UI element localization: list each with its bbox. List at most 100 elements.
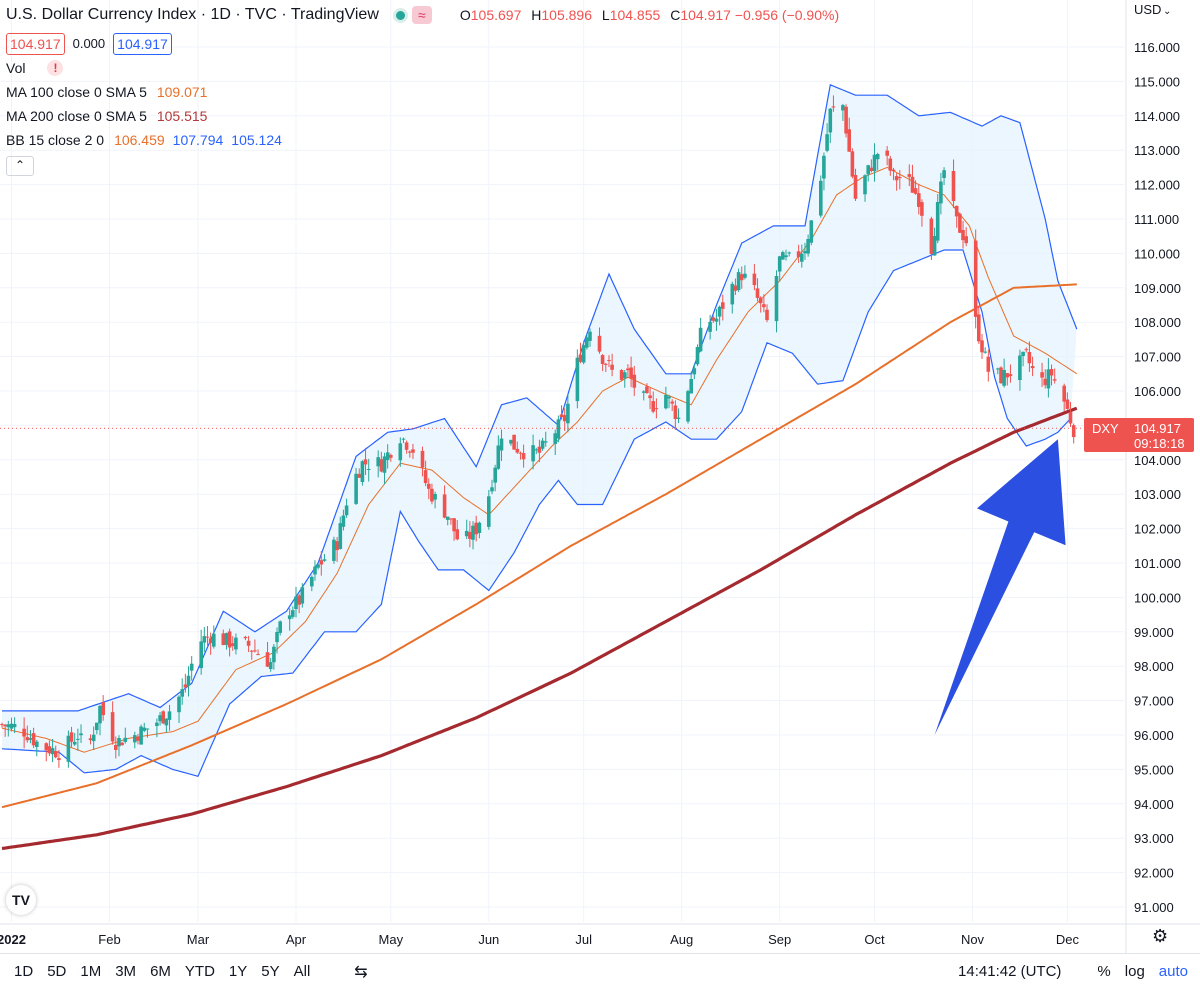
candle bbox=[509, 439, 513, 446]
indicator-ma100[interactable]: MA 100 close 0 SMA 5 109.071 bbox=[6, 80, 839, 104]
candle bbox=[645, 383, 649, 394]
auto-scale-toggle[interactable]: auto bbox=[1158, 963, 1188, 980]
candle bbox=[455, 520, 459, 541]
candle bbox=[654, 398, 659, 419]
candle bbox=[297, 593, 301, 614]
range-button-3m[interactable]: 3M bbox=[115, 963, 137, 980]
candle bbox=[158, 711, 162, 726]
candle bbox=[721, 294, 725, 321]
range-button-5y[interactable]: 5Y bbox=[261, 963, 280, 980]
candle bbox=[913, 180, 918, 195]
bollinger-lower-line bbox=[1, 249, 1071, 778]
range-button-5d[interactable]: 5D bbox=[47, 963, 67, 980]
date-range-icon[interactable]: ⇆ bbox=[354, 963, 368, 981]
price-tick-label: 112.000 bbox=[1134, 178, 1180, 193]
time-tick-label: Jul bbox=[575, 932, 592, 947]
candle bbox=[986, 349, 991, 382]
time-tick-label: 2022 bbox=[0, 932, 26, 947]
price-tick-label: 104.000 bbox=[1134, 453, 1181, 468]
indicator-ma200[interactable]: MA 200 close 0 SMA 5 105.515 bbox=[6, 104, 839, 128]
candle bbox=[777, 255, 782, 282]
candle bbox=[515, 441, 520, 454]
market-open-status-icon[interactable] bbox=[392, 7, 408, 23]
candle bbox=[632, 365, 637, 397]
candle bbox=[781, 250, 785, 260]
candle bbox=[651, 391, 655, 414]
candle bbox=[758, 296, 763, 313]
candle bbox=[234, 633, 238, 655]
candle bbox=[534, 447, 539, 455]
candle bbox=[578, 342, 583, 364]
range-button-6m[interactable]: 6M bbox=[150, 963, 171, 980]
collapse-legend-button[interactable]: ⌃ bbox=[6, 156, 34, 176]
candle bbox=[379, 451, 384, 473]
annotation-arrow[interactable] bbox=[934, 439, 1066, 735]
bar-countdown: 09:18:18 bbox=[1134, 436, 1185, 451]
candle bbox=[983, 347, 987, 354]
candle bbox=[164, 718, 169, 733]
candle bbox=[22, 717, 26, 749]
candle bbox=[676, 408, 681, 424]
time-tick-label: Mar bbox=[187, 932, 210, 947]
candle bbox=[588, 328, 592, 347]
candle bbox=[420, 446, 425, 477]
candles bbox=[0, 95, 1076, 768]
candle bbox=[939, 172, 943, 215]
indicator-bb[interactable]: BB 15 close 2 0 106.459 107.794 105.124 bbox=[6, 128, 839, 152]
currency-label[interactable]: USD bbox=[1134, 2, 1161, 17]
bottom-toolbar: 1D 5D 1M 3M 6M YTD 1Y 5Y All ⇆ 14:41:42 (UTC) % … bbox=[0, 953, 1200, 989]
candle bbox=[806, 234, 810, 257]
price-tick-label: 106.000 bbox=[1134, 384, 1181, 399]
log-scale-toggle[interactable]: log bbox=[1124, 963, 1145, 980]
range-button-1y[interactable]: 1Y bbox=[228, 963, 248, 980]
percent-scale-toggle[interactable]: % bbox=[1097, 963, 1111, 980]
sell-price-button[interactable]: 104.917 bbox=[6, 33, 65, 55]
candle bbox=[3, 723, 7, 737]
range-button-ytd[interactable]: YTD bbox=[184, 963, 215, 980]
candle bbox=[95, 722, 99, 735]
price-tick-label: 91.000 bbox=[1134, 900, 1174, 915]
candle bbox=[623, 369, 627, 388]
candle bbox=[958, 212, 962, 234]
candle bbox=[566, 393, 570, 433]
price-tick-label: 101.000 bbox=[1134, 556, 1181, 571]
candle bbox=[717, 305, 722, 326]
candle bbox=[999, 366, 1003, 384]
candle bbox=[1040, 362, 1044, 387]
candle bbox=[648, 387, 652, 410]
candle bbox=[841, 103, 845, 121]
candle bbox=[53, 745, 58, 759]
price-tick-label: 109.000 bbox=[1134, 281, 1181, 296]
price-tick-label: 113.000 bbox=[1134, 143, 1180, 158]
candle bbox=[44, 742, 49, 762]
warning-icon[interactable]: ! bbox=[47, 60, 64, 76]
candle bbox=[765, 304, 769, 323]
candle bbox=[831, 95, 836, 112]
candle bbox=[287, 608, 292, 631]
range-button-1d[interactable]: 1D bbox=[14, 963, 34, 980]
range-button-all[interactable]: All bbox=[293, 963, 311, 980]
candle bbox=[1065, 392, 1070, 410]
utc-clock[interactable]: 14:41:42 (UTC) bbox=[958, 963, 1062, 980]
candle bbox=[183, 673, 188, 693]
indicator-vol[interactable]: Vol ! bbox=[6, 56, 839, 80]
buy-price-button[interactable]: 104.917 bbox=[113, 33, 172, 55]
last-price-tag: DXY 104.917 09:18:18 bbox=[1084, 418, 1194, 452]
candle bbox=[268, 657, 273, 672]
price-tick-label: 111.000 bbox=[1134, 212, 1179, 227]
symbol-title[interactable]: U.S. Dollar Currency Index · 1D · TVC · … bbox=[6, 6, 379, 23]
tradingview-logo[interactable]: TV bbox=[6, 885, 36, 915]
data-delay-icon[interactable]: ≈ bbox=[411, 6, 432, 24]
candle bbox=[1002, 358, 1006, 388]
currency-chevron-icon[interactable]: ⌄ bbox=[1163, 6, 1171, 17]
candle bbox=[917, 183, 921, 215]
candle bbox=[973, 229, 978, 329]
candle bbox=[202, 627, 207, 652]
settings-gear-icon[interactable]: ⚙ bbox=[1152, 926, 1169, 946]
candle bbox=[499, 429, 504, 461]
range-button-1m[interactable]: 1M bbox=[80, 963, 102, 980]
candle bbox=[1043, 369, 1047, 389]
candle bbox=[787, 251, 791, 257]
candle bbox=[133, 731, 137, 749]
